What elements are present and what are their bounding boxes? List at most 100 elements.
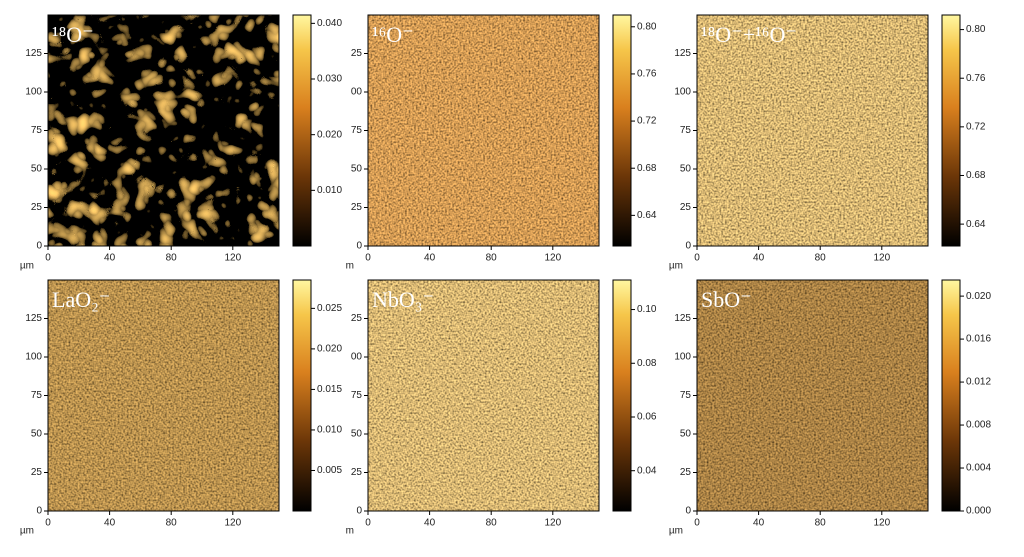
- panel-title: LaO₂⁻: [52, 287, 110, 312]
- x-axis-label: m: [346, 526, 354, 537]
- y-tick-label: 75: [351, 390, 363, 401]
- colorbar-tick-label: 0.020: [317, 344, 342, 355]
- colorbar: [292, 279, 312, 512]
- y-tick-label: 75: [680, 390, 692, 401]
- x-axis-label: µm: [20, 261, 34, 272]
- y-tick-label: 50: [680, 164, 692, 175]
- colorbar-tick-label: 0.64: [637, 210, 657, 221]
- x-axis-label: µm: [669, 261, 683, 272]
- x-tick-label: 0: [694, 518, 700, 529]
- colorbar-tick-label: 0.06: [637, 412, 657, 423]
- x-tick-label: 120: [544, 253, 561, 264]
- y-tick-label: 50: [31, 429, 43, 440]
- y-tick-label: 75: [31, 390, 43, 401]
- colorbar-tick-label: 0.68: [966, 170, 986, 181]
- colorbar-tick-label: 0.020: [317, 129, 342, 140]
- y-tick-label: 75: [31, 125, 43, 136]
- x-axis-label: m: [346, 261, 354, 272]
- colorbar-tick-label: 0.72: [637, 116, 657, 127]
- map-image: [697, 280, 928, 511]
- x-tick-label: 0: [45, 518, 51, 529]
- colorbar-tick-label: 0.64: [966, 219, 986, 230]
- y-tick-label: 25: [31, 202, 43, 213]
- colorbar-tick-label: 0.005: [317, 465, 342, 476]
- y-tick-label: 50: [31, 164, 43, 175]
- colorbar-tick-label: 0.76: [966, 73, 986, 84]
- y-tick-label: 125: [674, 313, 691, 324]
- y-tick-label: 25: [31, 467, 43, 478]
- x-tick-label: 120: [544, 518, 561, 529]
- panel-title: NbO₃⁻: [372, 287, 434, 312]
- x-tick-label: 40: [104, 518, 116, 529]
- colorbar-tick-label: 0.025: [317, 303, 342, 314]
- y-tick-label: 125: [25, 313, 42, 324]
- colorbar-tick-label: 0.08: [637, 358, 657, 369]
- colorbar-tick-label: 0.020: [966, 291, 991, 302]
- colorbar-tick-label: 0.010: [317, 425, 342, 436]
- map-image: [368, 280, 599, 511]
- x-axis-label: µm: [669, 526, 683, 537]
- colorbar: [941, 279, 961, 512]
- panel-title: SbO⁻: [701, 287, 752, 312]
- map-image: [48, 280, 279, 511]
- panel-title: ¹⁶O⁻: [372, 22, 414, 47]
- x-tick-label: 40: [753, 253, 765, 264]
- colorbar-tick-label: 0.76: [637, 69, 657, 80]
- y-tick-label: 50: [351, 429, 363, 440]
- x-tick-label: 80: [166, 253, 178, 264]
- colorbar-tick-label: 0.012: [966, 377, 991, 388]
- x-tick-label: 40: [424, 253, 436, 264]
- colorbar-tick-label: 0.80: [637, 21, 657, 32]
- x-tick-label: 120: [224, 253, 241, 264]
- colorbar: [292, 14, 312, 247]
- x-tick-label: 80: [166, 518, 178, 529]
- panel-title: ¹⁸O⁻: [52, 22, 94, 47]
- y-tick-label: 75: [680, 125, 692, 136]
- x-tick-label: 80: [486, 253, 498, 264]
- x-tick-label: 0: [365, 518, 371, 529]
- x-axis-label: µm: [20, 526, 34, 537]
- x-tick-label: 0: [694, 253, 700, 264]
- y-tick-label: 0: [36, 241, 42, 252]
- y-tick-label: 50: [351, 164, 363, 175]
- y-tick-label: 25: [351, 313, 363, 324]
- colorbar-tick-label: 0.008: [966, 420, 991, 431]
- colorbar: [941, 14, 961, 247]
- x-tick-label: 80: [815, 253, 827, 264]
- colorbar-tick-label: 0.68: [637, 163, 657, 174]
- x-tick-label: 0: [365, 253, 371, 264]
- y-tick-label: 100: [25, 352, 42, 363]
- y-tick-label: 0: [356, 506, 362, 517]
- colorbar-tick-label: 0.000: [966, 506, 991, 517]
- y-tick-label: 25: [351, 202, 363, 213]
- y-tick-label: 0: [36, 506, 42, 517]
- y-tick-label: 100: [674, 352, 691, 363]
- x-tick-label: 80: [486, 518, 498, 529]
- x-tick-label: 120: [873, 253, 890, 264]
- map-image: [368, 15, 599, 246]
- y-tick-label: 25: [680, 202, 692, 213]
- panel-title: ¹⁸O⁻+¹⁶O⁻: [701, 22, 797, 47]
- map-image: [697, 15, 928, 246]
- x-tick-label: 40: [424, 518, 436, 529]
- colorbar-tick-label: 0.004: [966, 463, 991, 474]
- y-tick-label: 0: [685, 241, 691, 252]
- colorbar-tick-label: 0.010: [317, 185, 342, 196]
- x-tick-label: 120: [224, 518, 241, 529]
- y-tick-label: 100: [674, 87, 691, 98]
- map-image: [48, 15, 279, 246]
- y-tick-label: 50: [680, 429, 692, 440]
- colorbar-tick-label: 0.72: [966, 121, 986, 132]
- y-tick-label: 125: [25, 48, 42, 59]
- y-tick-label: 25: [351, 48, 363, 59]
- y-tick-label: 0: [356, 241, 362, 252]
- x-tick-label: 80: [815, 518, 827, 529]
- y-tick-label: 25: [351, 467, 363, 478]
- colorbar: [612, 14, 632, 247]
- x-tick-label: 120: [873, 518, 890, 529]
- y-tick-label: 100: [25, 87, 42, 98]
- x-tick-label: 40: [753, 518, 765, 529]
- x-tick-label: 0: [45, 253, 51, 264]
- y-tick-label: 25: [680, 467, 692, 478]
